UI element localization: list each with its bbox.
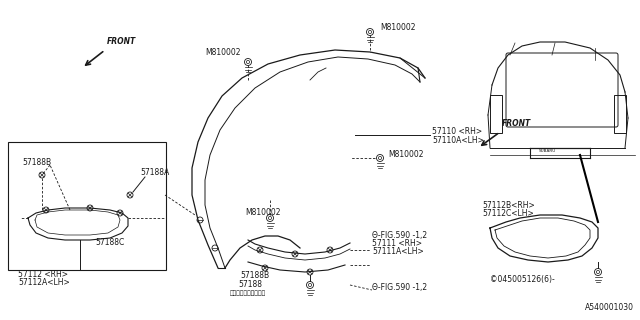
Text: （クリップ取り付け）: （クリップ取り付け） (230, 291, 266, 296)
Text: 57110A<LH>: 57110A<LH> (432, 135, 484, 145)
Text: FRONT: FRONT (502, 119, 531, 128)
Text: 57110 <RH>: 57110 <RH> (432, 126, 482, 135)
Text: M810002: M810002 (205, 47, 241, 57)
Text: Θ-FIG.590 -1,2: Θ-FIG.590 -1,2 (372, 231, 427, 240)
Text: 57112A<LH>: 57112A<LH> (18, 278, 70, 287)
Text: M810002: M810002 (245, 207, 280, 217)
Text: 57188C: 57188C (95, 238, 124, 247)
Text: 57188A: 57188A (140, 168, 169, 177)
Text: 57112B<RH>: 57112B<RH> (482, 201, 535, 210)
Text: 57188: 57188 (238, 280, 262, 289)
Text: M810002: M810002 (380, 22, 415, 31)
Text: 57111 <RH>: 57111 <RH> (372, 239, 422, 248)
Text: ©045005126(6)-: ©045005126(6)- (490, 275, 555, 284)
Bar (490, 95, 502, 133)
Text: 57111A<LH>: 57111A<LH> (372, 247, 424, 256)
Text: FRONT: FRONT (107, 37, 136, 46)
Text: SUBARU: SUBARU (538, 149, 556, 153)
Text: A540001030: A540001030 (585, 303, 634, 312)
Text: 57112C<LH>: 57112C<LH> (482, 209, 534, 218)
Text: 57112 <RH>: 57112 <RH> (18, 270, 68, 279)
Text: 57188B: 57188B (22, 158, 51, 167)
Bar (614, 95, 626, 133)
Text: M810002: M810002 (388, 149, 424, 158)
Bar (8, 142, 166, 270)
Text: 57188B: 57188B (240, 271, 269, 280)
Text: Θ-FIG.590 -1,2: Θ-FIG.590 -1,2 (372, 283, 427, 292)
